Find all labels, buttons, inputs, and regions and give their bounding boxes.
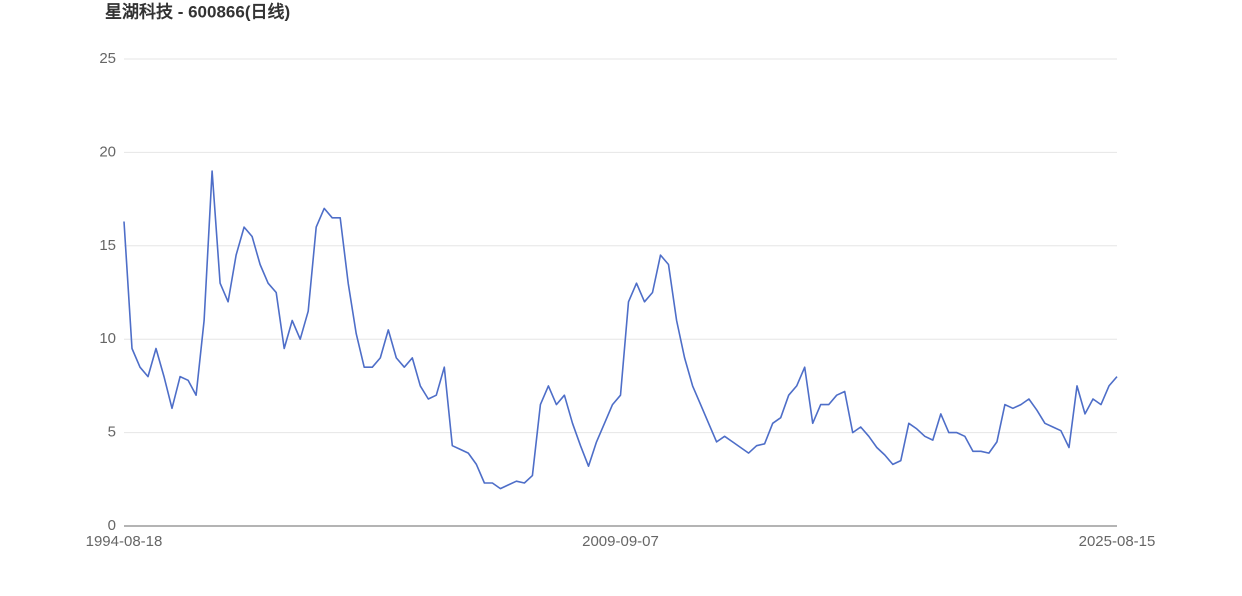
y-tick-label: 25 xyxy=(99,50,116,67)
y-tick-label: 10 xyxy=(99,330,116,347)
y-tick-label: 0 xyxy=(108,517,116,534)
chart-title: 星湖科技 - 600866(日线) xyxy=(105,1,290,21)
y-tick-label: 15 xyxy=(99,237,116,254)
price-line xyxy=(123,170,1118,490)
x-tick-label: 1994-08-18 xyxy=(86,533,163,550)
x-tick-label: 2009-09-07 xyxy=(582,533,659,550)
y-tick-label: 5 xyxy=(108,424,116,441)
x-tick-label: 2025-08-15 xyxy=(1079,533,1156,550)
y-tick-label: 20 xyxy=(99,143,116,160)
